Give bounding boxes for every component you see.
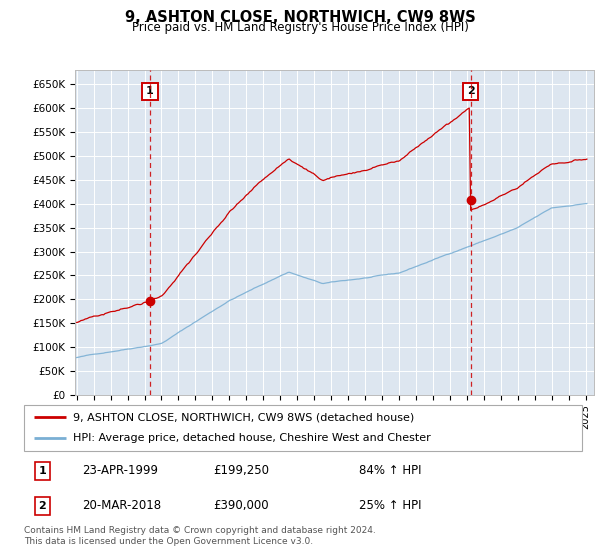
Text: 84% ↑ HPI: 84% ↑ HPI <box>359 464 421 477</box>
Text: 1: 1 <box>38 466 46 476</box>
Text: 2: 2 <box>467 86 475 96</box>
Text: HPI: Average price, detached house, Cheshire West and Chester: HPI: Average price, detached house, Ches… <box>73 433 431 444</box>
Text: Contains HM Land Registry data © Crown copyright and database right 2024.
This d: Contains HM Land Registry data © Crown c… <box>24 526 376 546</box>
Text: £390,000: £390,000 <box>214 500 269 512</box>
Text: 20-MAR-2018: 20-MAR-2018 <box>83 500 162 512</box>
Text: 2: 2 <box>38 501 46 511</box>
Text: £199,250: £199,250 <box>214 464 270 477</box>
Text: 9, ASHTON CLOSE, NORTHWICH, CW9 8WS (detached house): 9, ASHTON CLOSE, NORTHWICH, CW9 8WS (det… <box>73 412 415 422</box>
Text: Price paid vs. HM Land Registry's House Price Index (HPI): Price paid vs. HM Land Registry's House … <box>131 21 469 34</box>
Text: 9, ASHTON CLOSE, NORTHWICH, CW9 8WS: 9, ASHTON CLOSE, NORTHWICH, CW9 8WS <box>125 10 475 25</box>
Text: 25% ↑ HPI: 25% ↑ HPI <box>359 500 421 512</box>
Text: 1: 1 <box>146 86 154 96</box>
Text: 23-APR-1999: 23-APR-1999 <box>83 464 158 477</box>
